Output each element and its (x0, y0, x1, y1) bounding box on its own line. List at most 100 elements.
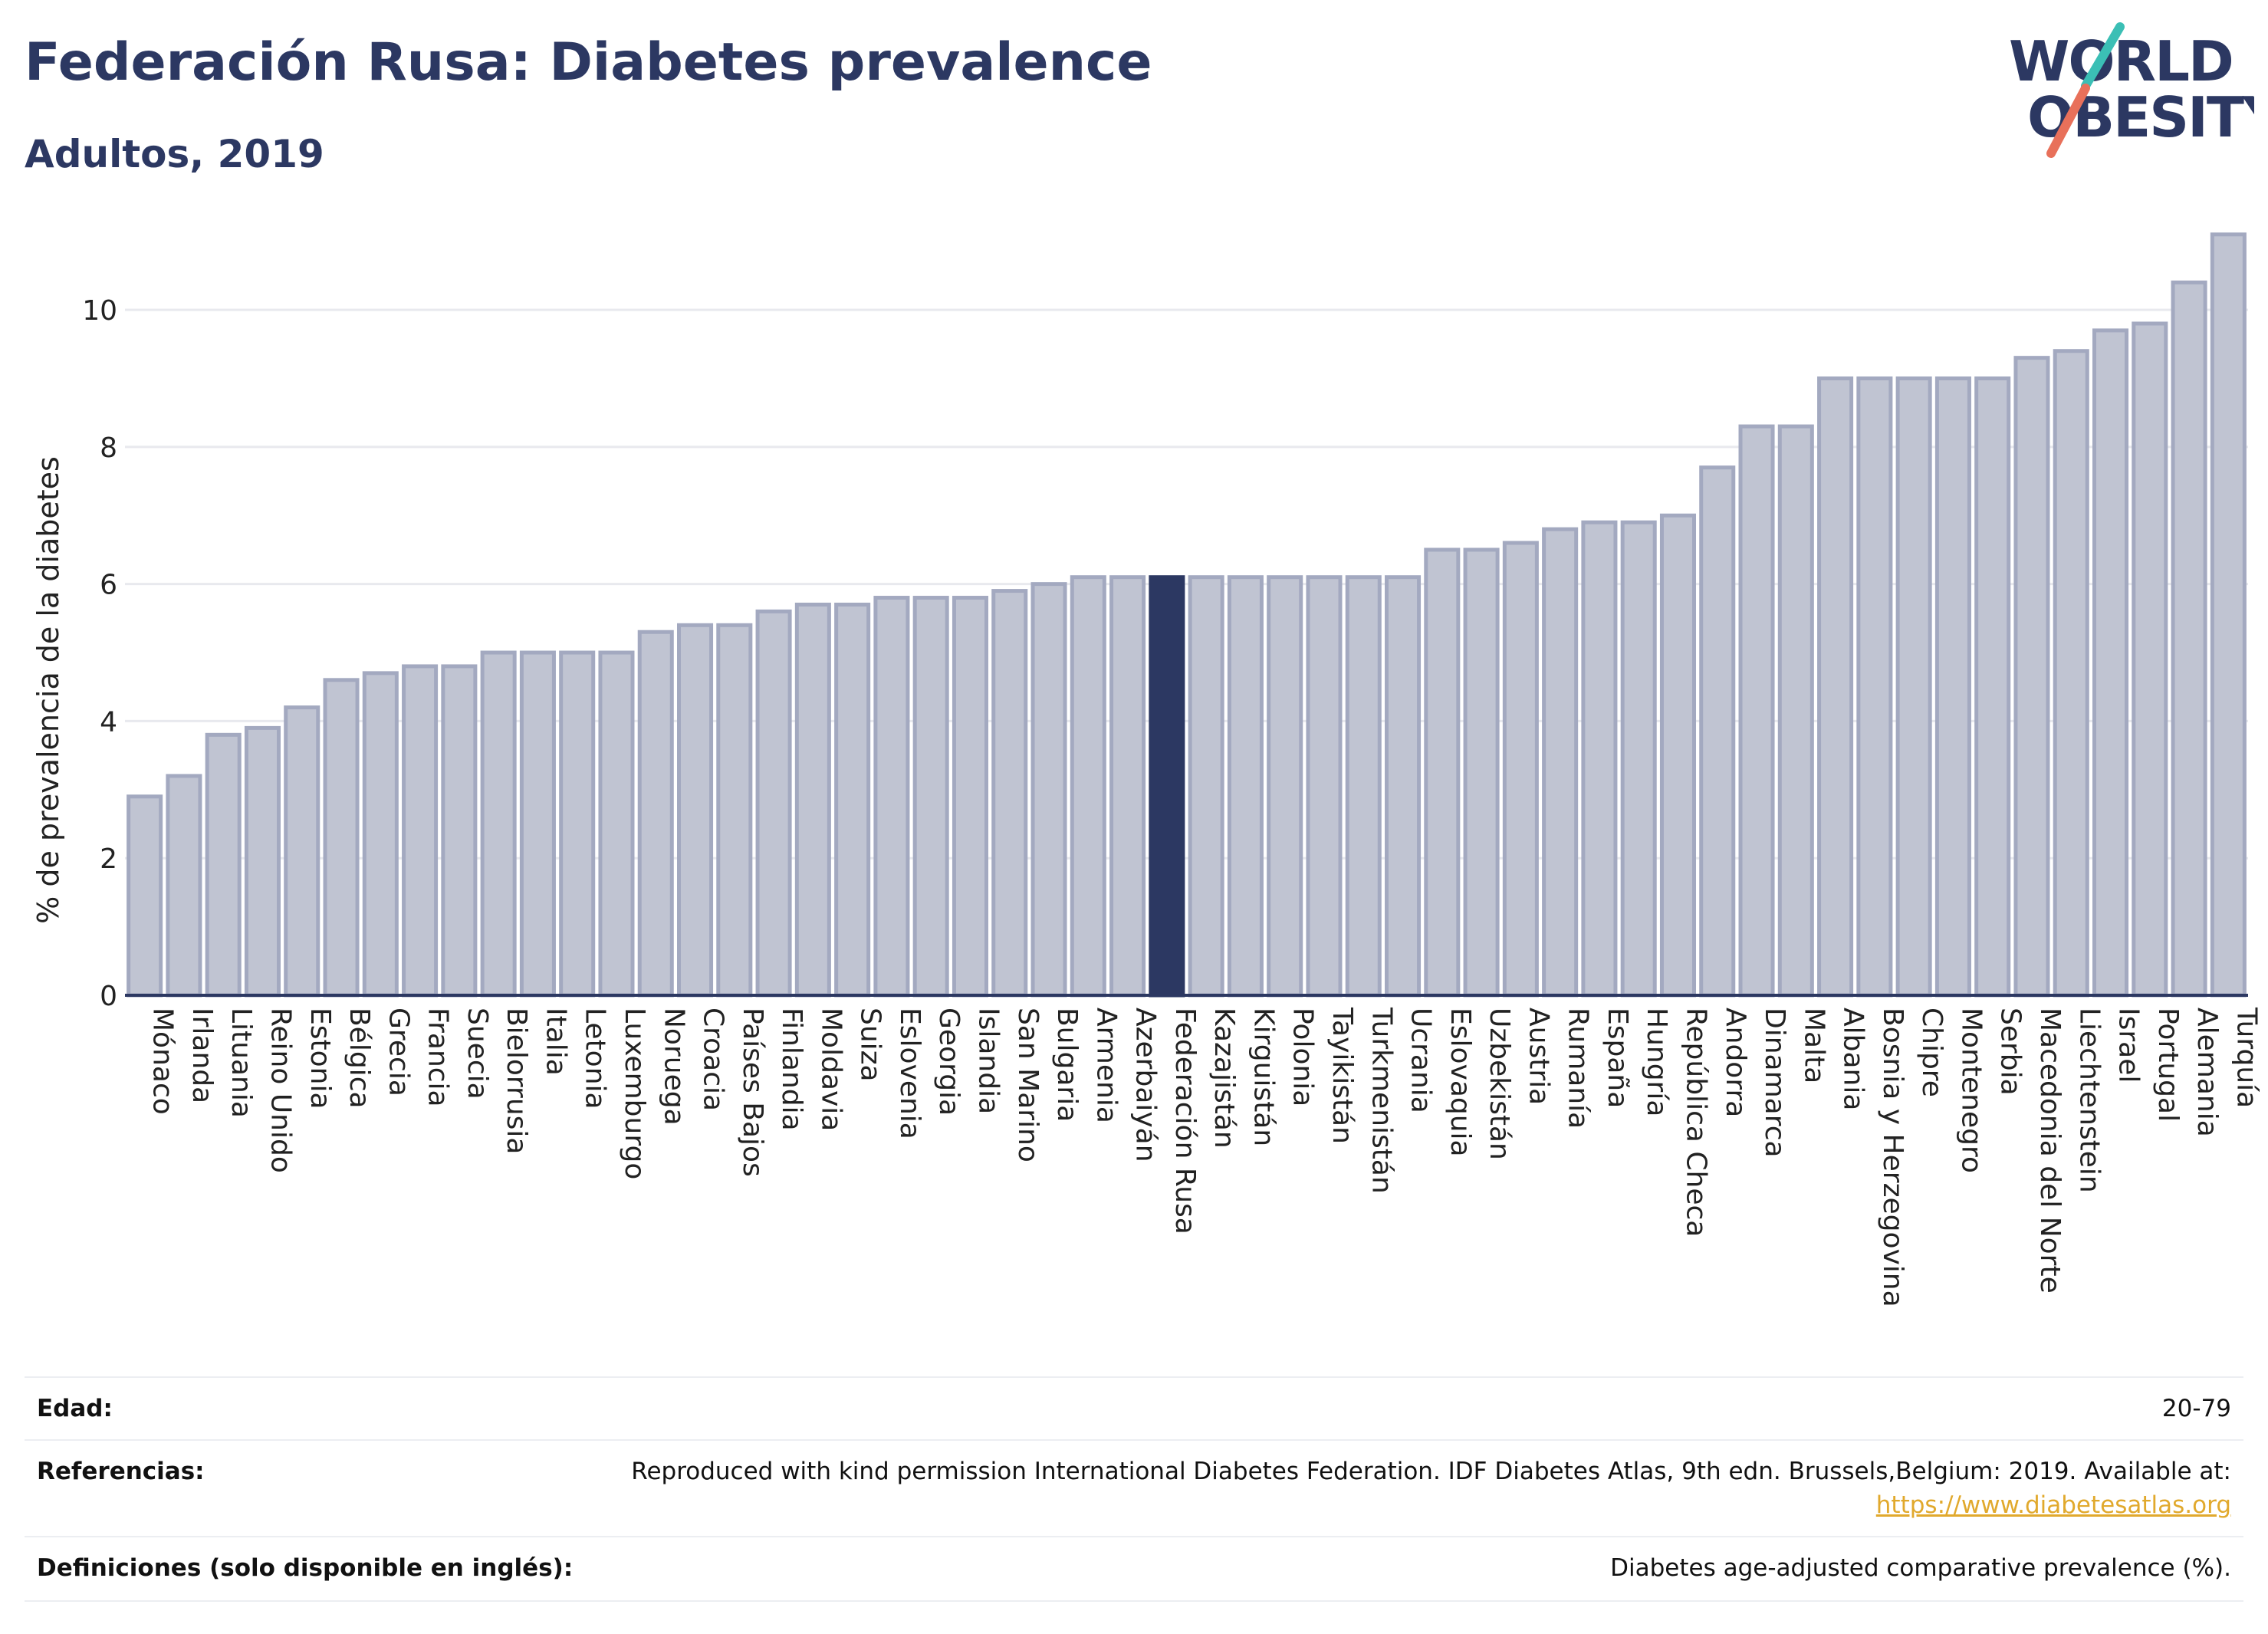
bar[interactable] (1070, 575, 1106, 998)
bar[interactable] (1463, 547, 1500, 998)
x-tick-label: Estonia (304, 1008, 336, 1110)
bar[interactable] (2053, 349, 2089, 998)
bar[interactable] (323, 678, 360, 998)
x-tick-label: Kazajistán (1208, 1008, 1240, 1149)
bar[interactable] (1777, 424, 1814, 998)
bar[interactable] (794, 602, 831, 998)
x-tick-label: Mónaco (147, 1008, 179, 1115)
bar[interactable] (1895, 376, 1932, 998)
x-tick-label: Reino Unido (265, 1008, 296, 1173)
x-tick-label: Georgia (933, 1008, 965, 1116)
bar[interactable] (480, 650, 517, 998)
bar[interactable] (402, 664, 439, 998)
bar[interactable] (952, 596, 988, 998)
bar[interactable] (205, 732, 242, 998)
bar[interactable] (519, 650, 556, 998)
page-title: Federación Rusa: Diabetes prevalence (25, 32, 1152, 93)
bar[interactable] (834, 602, 871, 998)
bar[interactable] (1659, 513, 1696, 998)
meta-row-definiciones: Definiciones (solo disponible en inglés)… (25, 1536, 2243, 1602)
bars-layer (127, 232, 2247, 998)
bar[interactable] (2210, 232, 2247, 998)
bar[interactable] (1581, 520, 1618, 998)
bar[interactable] (1502, 541, 1539, 998)
bar[interactable] (1188, 575, 1224, 998)
x-tick-label: Letonia (580, 1008, 611, 1110)
bar[interactable] (1030, 582, 1067, 998)
bar[interactable] (716, 623, 753, 998)
logo-slash-teal (2081, 22, 2125, 90)
bar[interactable] (1267, 575, 1303, 998)
bar[interactable] (2171, 280, 2207, 998)
bar[interactable] (637, 630, 674, 998)
x-tick-label: San Marino (1012, 1008, 1044, 1162)
bar[interactable] (2132, 321, 2168, 998)
bar[interactable] (1699, 465, 1736, 998)
meta-row-edad: Edad: 20-79 (25, 1376, 2243, 1441)
diabetes-bar-chart: 0 2 4 6 8 10 Mónaco Irlanda Lituania Reino Unido E… (31, 232, 2262, 1307)
bar[interactable] (1817, 376, 1854, 998)
x-tick-label: Francia (422, 1008, 454, 1107)
x-tick-label: Grecia (383, 1008, 414, 1096)
x-tick-label: España (1602, 1008, 1633, 1108)
x-tick-label: Israel (2113, 1008, 2145, 1083)
bar[interactable] (1424, 547, 1461, 998)
x-tick-label: Bosnia y Herzegovina (1877, 1008, 1908, 1307)
bar[interactable] (441, 664, 478, 998)
x-tick-label: Bélgica (343, 1008, 375, 1109)
bar[interactable] (244, 725, 281, 998)
bar[interactable] (912, 596, 949, 998)
bar-highlight[interactable] (1149, 575, 1185, 998)
bar[interactable] (2013, 356, 2050, 998)
logo-slash-coral (2046, 84, 2090, 158)
bar[interactable] (677, 623, 714, 998)
x-tick-label: Irlanda (186, 1008, 218, 1103)
bar[interactable] (1620, 520, 1657, 998)
x-tick-label: Croacia (698, 1008, 729, 1111)
x-tick-label: Rumanía (1563, 1008, 1594, 1129)
bar[interactable] (873, 596, 910, 998)
x-tick-label: Montenegro (1955, 1008, 1987, 1173)
bar[interactable] (991, 589, 1028, 998)
bar[interactable] (1934, 376, 1971, 998)
bar[interactable] (127, 794, 163, 998)
bar[interactable] (598, 650, 635, 998)
x-tick-label: Serbia (1995, 1008, 2026, 1096)
y-tick-label: 10 (82, 295, 117, 327)
bar[interactable] (284, 705, 320, 998)
bar[interactable] (559, 650, 596, 998)
bar[interactable] (1306, 575, 1343, 998)
bar[interactable] (1345, 575, 1382, 998)
x-tick-label: Eslovaquia (1445, 1008, 1476, 1157)
x-tick-label: Polonia (1287, 1008, 1319, 1106)
bar[interactable] (1974, 376, 2011, 998)
x-tick-label: Italia (540, 1008, 571, 1076)
references-link[interactable]: https://www.diabetesatlas.org (1875, 1491, 2231, 1519)
logo-line1: WORLD (2009, 29, 2233, 94)
x-tick-label: Hungría (1641, 1008, 1672, 1116)
y-tick-label: 6 (100, 570, 117, 601)
bar[interactable] (1856, 376, 1893, 998)
bar[interactable] (755, 609, 792, 998)
bar[interactable] (362, 671, 399, 998)
bar[interactable] (166, 774, 202, 998)
x-tick-label: Federación Rusa (1169, 1008, 1201, 1235)
x-tick-label: Tayikistán (1326, 1007, 1358, 1144)
bar[interactable] (1738, 424, 1775, 998)
bar[interactable] (1109, 575, 1146, 998)
x-tick-label: Lituania (225, 1008, 257, 1118)
bar[interactable] (1385, 575, 1422, 998)
bar[interactable] (1227, 575, 1264, 998)
labels-layer: 0 2 4 6 8 10 Mónaco Irlanda Lituania Reino Unido E… (82, 295, 2262, 1307)
x-tick-label: Malta (1798, 1008, 1829, 1083)
x-tick-label: Andorra (1720, 1008, 1751, 1117)
meta-row-referencias: Referencias: Reproduced with kind permis… (25, 1439, 2243, 1537)
x-tick-label: República Checa (1680, 1008, 1711, 1237)
y-tick-label: 8 (100, 432, 117, 464)
y-axis-label: % de prevalencia de la diabetes (31, 456, 65, 924)
meta-value-referencias: Reproduced with kind permission Internat… (631, 1458, 2231, 1485)
x-tick-label: Uzbekistán (1484, 1008, 1515, 1160)
meta-label-definiciones: Definiciones (solo disponible en inglés)… (37, 1554, 574, 1582)
bar[interactable] (2092, 328, 2129, 998)
bar[interactable] (1542, 527, 1579, 998)
